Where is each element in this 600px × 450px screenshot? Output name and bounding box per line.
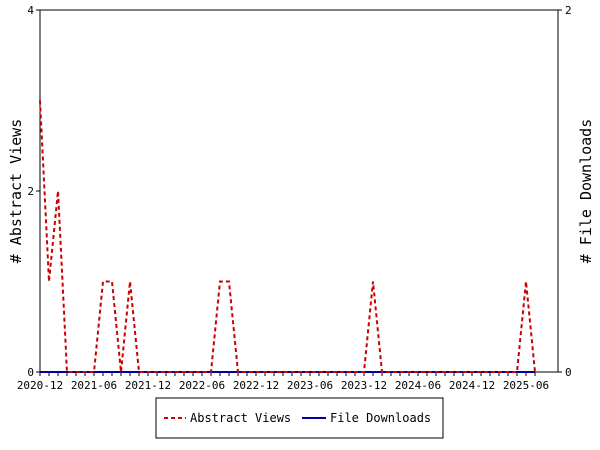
x-tick-label: 2023-12: [341, 379, 387, 392]
y-right-tick-label: 0: [565, 366, 572, 379]
y-left-tick-label: 4: [27, 4, 34, 17]
y-left-tick-label: 2: [27, 185, 34, 198]
x-tick-label: 2021-06: [71, 379, 117, 392]
x-tick-label: 2022-06: [179, 379, 225, 392]
legend-box: [155, 397, 444, 439]
x-tick-label: 2023-06: [287, 379, 333, 392]
legend: Abstract Views File Downloads: [155, 397, 444, 439]
right-axis-title: # File Downloads: [577, 119, 595, 264]
x-tick-label: 2024-06: [395, 379, 441, 392]
legend-label-abstract-views: Abstract Views: [190, 411, 291, 425]
left-axis-title: # Abstract Views: [7, 119, 25, 264]
x-tick-label: 2025-06: [503, 379, 549, 392]
legend-label-file-downloads: File Downloads: [330, 411, 431, 425]
series-line-abstract-views: [39, 100, 536, 373]
x-tick-label: 2020-12: [17, 379, 63, 392]
x-axis-ticks: 2020-12 2021-06 2021-12 2022-06 2022-12 2023-…: [17, 372, 549, 392]
plot-area: [39, 9, 559, 373]
y-axis-ticks: 0 2 4 0 2: [27, 4, 571, 379]
y-left-tick-label: 0: [27, 366, 34, 379]
y-right-tick-label: 2: [565, 4, 572, 17]
series-layer: [39, 100, 536, 373]
x-tick-label: 2021-12: [125, 379, 171, 392]
x-tick-label: 2022-12: [233, 379, 279, 392]
x-tick-label: 2024-12: [449, 379, 495, 392]
